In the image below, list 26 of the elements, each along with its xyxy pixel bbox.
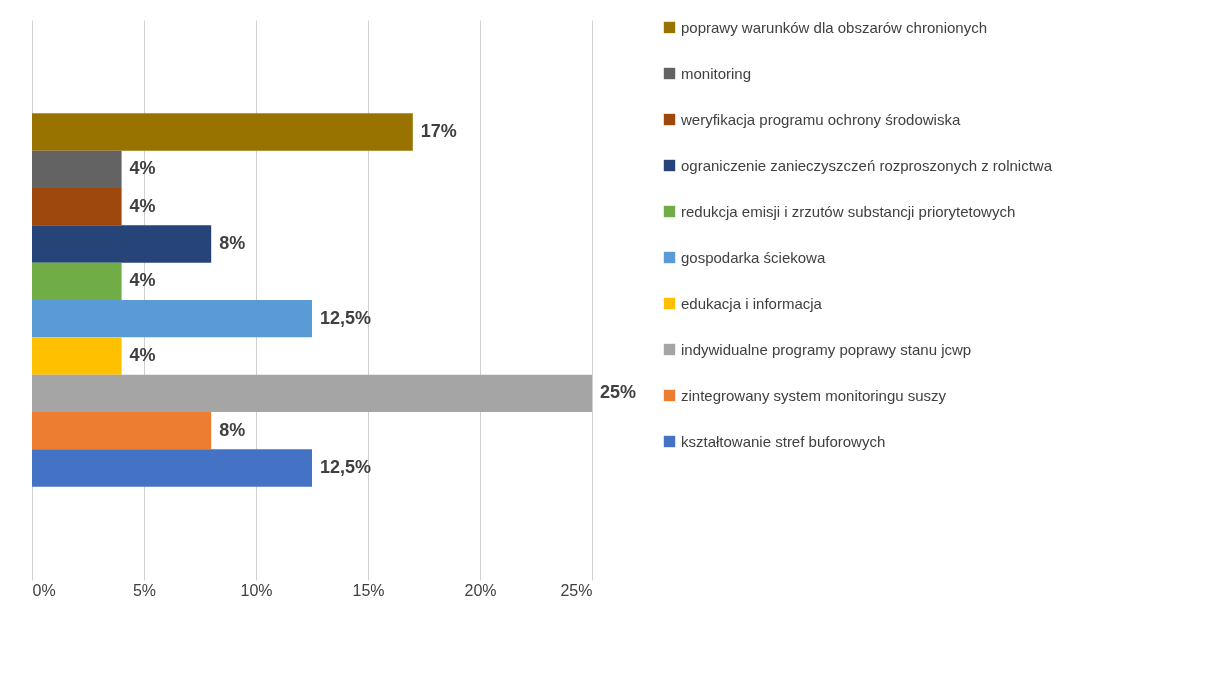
text: 8% [219,233,246,253]
text: 8% [219,419,246,440]
legend-label: weryfikacja programu ochrony środowiska [680,110,961,128]
legend-label: edukacja i informacja [681,294,823,312]
legend-label: kształtowanie stref buforowych [681,432,886,450]
text: 4% [129,195,156,216]
legend-label: poprawy warunków dla obszarów chronionych [681,18,987,36]
x-tick-label: 5% [132,581,157,599]
legend-label: indywidualne programy poprawy stanu jcwp [681,340,972,358]
legend-label: monitoring [681,64,752,82]
legend-label: ograniczenie zanieczyszczeń rozproszonych z rolnictwa [681,156,1053,174]
x-tick-label: 25% [560,581,593,599]
legend-label: redukcja emisji i zrzutów substancji priorytetowych [681,202,1016,220]
x-tick-label: 20% [464,581,497,599]
text: 25% [600,382,637,403]
x-tick-label: 15% [352,581,385,599]
text: 4% [129,158,156,179]
text: 4% [129,345,156,365]
text: 12,5% [320,457,372,477]
x-tick-label: 0% [32,581,56,599]
legend-label: gospodarka ściekowa [681,248,826,266]
text: 12,5% [320,307,372,328]
legend-label: zintegrowany system monitoringu suszy [681,386,947,404]
text: 4% [129,270,156,291]
text: 17% [420,121,457,141]
x-tick-label: 10% [240,581,273,599]
